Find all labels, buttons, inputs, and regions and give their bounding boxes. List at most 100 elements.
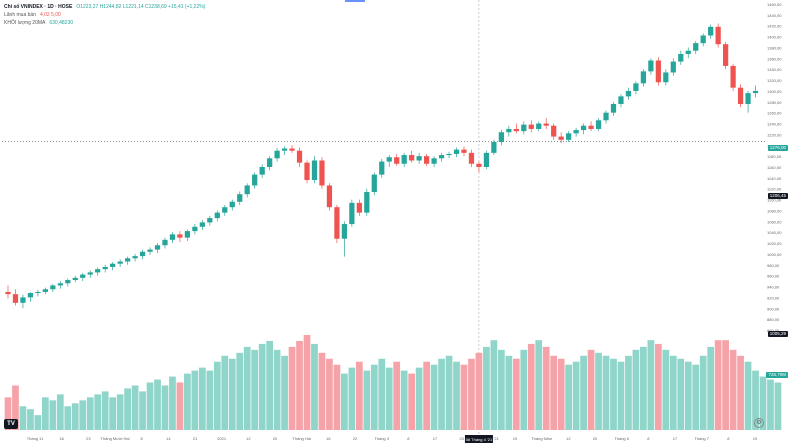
volume-bar [251, 349, 259, 430]
candle-body [259, 167, 265, 175]
y-tick-label: 1020,00 [767, 241, 782, 246]
candle-body [670, 61, 676, 73]
candle-body [199, 222, 205, 227]
candle-body [431, 158, 437, 164]
volume-bar [445, 355, 453, 430]
volume-bar [303, 335, 311, 430]
candle-body [386, 157, 392, 162]
candle-body [513, 128, 519, 132]
candle-body [409, 155, 415, 161]
y-tick-label: 1100,00 [767, 198, 782, 203]
x-tick-label: 14 [166, 436, 171, 441]
candle-body [521, 124, 527, 132]
candle-body [326, 185, 333, 208]
volume-bar [176, 382, 184, 430]
x-tick-label: 19 [513, 436, 518, 441]
candle-body [580, 125, 587, 131]
candle-body [281, 148, 288, 151]
volume-bar [124, 388, 131, 430]
gear-icon[interactable]: ⚙ [754, 418, 764, 428]
volume-bar [759, 376, 767, 430]
candle-body [566, 133, 572, 140]
volume-label: Lãnh mua bán [4, 12, 36, 18]
top-scroll-marker[interactable] [345, 0, 365, 2]
volume-bar [281, 355, 288, 430]
y-tick-label: 1380,00 [767, 45, 782, 50]
candle-body [132, 256, 138, 259]
volume-bar [415, 367, 423, 430]
legend-symbol-row: Chỉ số VNINDEX · 1D · HOSE O1223,27 H124… [4, 3, 205, 11]
candle-body [252, 174, 258, 186]
candle-body [468, 152, 475, 164]
volume-bar [677, 358, 685, 430]
volume-bar [580, 355, 587, 430]
candle-body [5, 291, 11, 295]
volume-bar [587, 349, 595, 430]
volume-bar [326, 358, 333, 430]
ohlc-readout: O1223,27 H1244,82 L1221,14 C1238,69 +15,… [76, 4, 206, 10]
volume-bar [625, 355, 632, 430]
x-tick-label: Tháng 7 [694, 436, 709, 441]
y-tick-label: 880,00 [767, 317, 780, 322]
candle-body [95, 269, 101, 273]
volume-bar [341, 373, 348, 430]
volume-bar [94, 394, 102, 430]
candle-body [723, 44, 729, 66]
candle-body [752, 90, 759, 94]
candle-body [27, 293, 34, 298]
volume-bar [423, 361, 430, 430]
volume-bar [116, 394, 124, 430]
candle-body [685, 50, 691, 54]
candle-body [12, 294, 19, 303]
candle-body [603, 112, 609, 121]
y-tick-label: 1400,00 [767, 35, 782, 40]
candle-body [72, 277, 78, 281]
volume-bar [602, 355, 610, 430]
candle-body [655, 60, 661, 83]
volume-bar [12, 385, 19, 430]
volume-bar [273, 349, 281, 430]
volume-bar [243, 346, 251, 430]
volume-bar [363, 370, 371, 430]
candle-body [50, 285, 56, 290]
x-tick-label: Tháng 11 [27, 436, 44, 441]
candle-body [394, 157, 400, 164]
volume-bar [19, 406, 27, 430]
x-tick-label: 8 [407, 436, 410, 441]
candle-body [162, 239, 168, 246]
tradingview-logo[interactable]: TV [4, 419, 18, 429]
candle-body [438, 155, 445, 159]
volume-bar [490, 340, 498, 430]
candle-body [87, 272, 93, 275]
volume-bar [4, 397, 12, 430]
candle-body [80, 274, 86, 278]
candle-body [423, 156, 430, 164]
candle-body [573, 130, 579, 134]
volume-bar [714, 340, 722, 430]
y-tick-label: 980,00 [767, 263, 780, 268]
volume-bar [221, 355, 229, 430]
candle-body [491, 142, 497, 153]
volume-bar [206, 370, 214, 430]
candle-body [700, 35, 706, 44]
volume-bar [572, 361, 580, 430]
ma-label: KHỐI lượng 20MA [4, 20, 46, 26]
candle-body [453, 149, 460, 154]
candle-body [35, 291, 41, 294]
volume-bar [79, 400, 87, 430]
candle-body [371, 174, 377, 192]
x-tick-label: 19 [753, 436, 758, 441]
volume-bar [475, 352, 483, 430]
y-tick-label: 960,00 [767, 274, 780, 279]
candle-body [334, 207, 340, 239]
volume-bar [535, 340, 543, 430]
candle-body [745, 93, 751, 104]
chart-legend: Chỉ số VNINDEX · 1D · HOSE O1223,27 H124… [4, 3, 205, 27]
candle-body [416, 156, 422, 161]
symbol-label[interactable]: Chỉ số VNINDEX · 1D · HOSE [4, 4, 73, 10]
volume-bar [71, 403, 79, 430]
volume-bar [662, 349, 670, 430]
candle-body [147, 249, 153, 252]
volume-bar [139, 391, 146, 430]
